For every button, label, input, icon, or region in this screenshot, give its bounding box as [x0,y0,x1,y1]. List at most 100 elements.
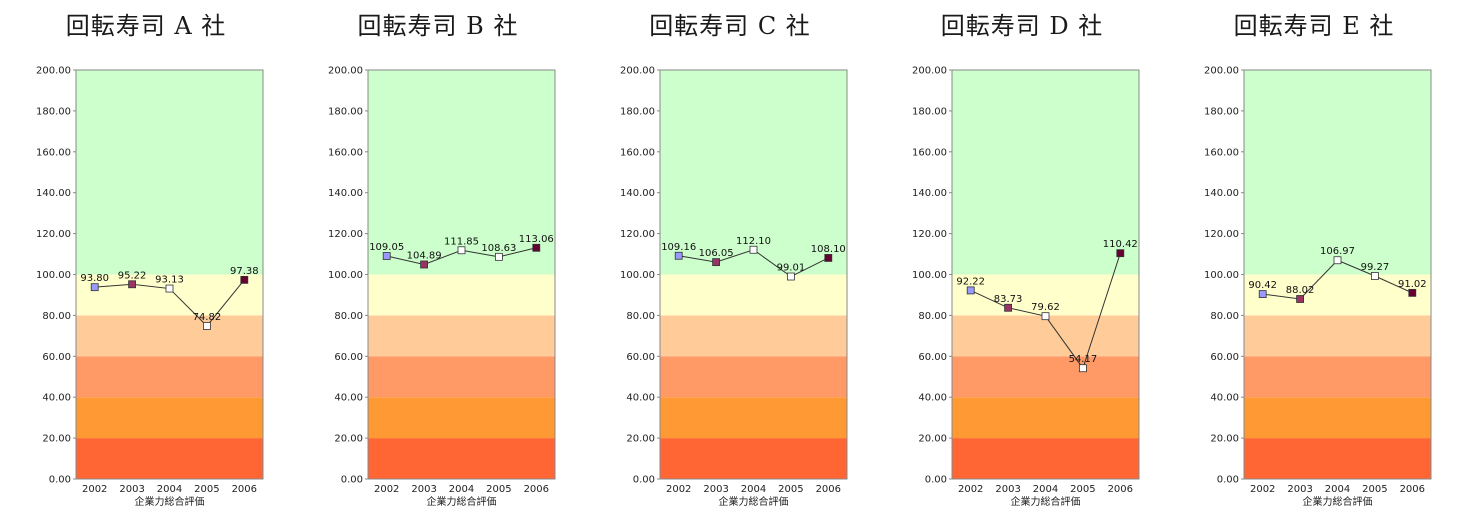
y-tick-label: 140.00 [1204,188,1239,199]
y-tick-label: 200.00 [328,66,363,77]
y-tick-label: 140.00 [912,188,947,199]
chart-title: 回転寿司 A 社 [65,12,227,40]
y-tick-label: 200.00 [620,66,655,77]
x-tick-label: 2004 [157,484,182,495]
y-tick-label: 20.00 [1210,434,1239,445]
y-tick-label: 120.00 [912,229,947,240]
y-tick-label: 100.00 [620,270,655,281]
data-point-marker [749,245,758,254]
y-tick-label: 120.00 [620,229,655,240]
data-label: 110.42 [1103,239,1138,250]
plot-band [660,397,847,439]
plot-band [952,315,1139,357]
y-tick-label: 140.00 [36,188,71,199]
y-tick-label: 80.00 [626,311,655,322]
data-label: 106.05 [699,248,734,259]
chart-panel: 回転寿司 E 社 0.00 20.00 40.00 60.00 80.00 100.00 12… [1168,0,1460,513]
plot-band [1244,315,1431,357]
y-tick-label: 0.00 [341,475,363,486]
data-label: 112.10 [736,236,771,247]
plot-band [76,397,263,439]
data-label: 106.97 [1320,246,1355,257]
x-tick-label: 2005 [778,484,803,495]
y-tick-label: 180.00 [1204,106,1239,117]
x-tick-label: 2004 [1033,484,1058,495]
data-point-marker [240,275,249,284]
data-label: 88.02 [1286,285,1315,296]
plot-band [368,70,555,275]
plot-band [952,438,1139,479]
y-tick-label: 140.00 [620,188,655,199]
plot-band [1244,274,1431,316]
y-tick-label: 120.00 [1204,229,1239,240]
data-label: 104.89 [407,250,442,261]
y-tick-label: 60.00 [42,352,71,363]
data-label: 109.05 [369,242,404,253]
x-tick-label: 2005 [194,484,219,495]
plot-band [952,274,1139,316]
x-tick-label: 2004 [1325,484,1350,495]
data-label: 90.42 [1248,280,1277,291]
data-point-marker [1078,364,1087,373]
data-label: 93.13 [155,275,184,286]
data-point-marker [202,322,211,330]
x-tick-label: 2005 [1362,484,1387,495]
plot-band [76,70,263,275]
data-label: 92.22 [956,276,985,287]
chart-title: 回転寿司 B 社 [357,12,519,40]
plot-band [660,356,847,398]
data-label: 95.22 [118,270,147,281]
plot-band [1244,397,1431,439]
data-label: 99.01 [777,263,806,274]
plot-band [368,356,555,398]
x-axis-label: 企業力総合評価 [1303,495,1373,508]
x-tick-label: 2002 [958,484,983,495]
x-tick-label: 2003 [703,484,728,495]
plot-band [368,438,555,479]
x-axis-label: 企業力総合評価 [427,495,497,508]
data-label: 108.63 [481,243,516,254]
y-tick-label: 200.00 [1204,66,1239,77]
chart-plot: 0.00 20.00 40.00 60.00 80.00 100.00 120.00 140.… [36,66,264,508]
x-axis-label: 企業力総合評価 [135,495,205,508]
data-point-marker [674,251,683,260]
x-tick-label: 2005 [486,484,511,495]
chart-title: 回転寿司 D 社 [940,12,1104,40]
y-tick-label: 200.00 [36,66,71,77]
plot-band [368,315,555,357]
data-point-marker [420,260,429,269]
chart-panel: 回転寿司 D 社 0.00 20.00 40.00 60.00 80.00 100.00 12… [876,0,1168,513]
y-tick-label: 0.00 [633,475,655,486]
plot-band [660,70,847,275]
data-label: 54.17 [1069,354,1098,365]
data-point-marker [786,272,795,281]
plot-band [1244,70,1431,275]
y-tick-label: 40.00 [42,393,71,404]
data-point-marker [1333,256,1342,265]
x-tick-label: 2002 [666,484,691,495]
x-tick-label: 2006 [524,484,549,495]
x-axis-label: 企業力総合評価 [719,495,789,508]
y-tick-label: 60.00 [626,352,655,363]
chart-title: 回転寿司 E 社 [1233,12,1395,40]
plot-band [660,438,847,479]
data-label: 109.16 [661,242,696,253]
x-tick-label: 2002 [374,484,399,495]
data-point-marker [494,252,503,261]
plot-band [368,397,555,439]
data-point-marker [457,246,466,255]
y-tick-label: 180.00 [912,106,947,117]
plot-band [1244,438,1431,479]
y-tick-label: 140.00 [328,188,363,199]
y-tick-label: 40.00 [1210,393,1239,404]
chart-plot: 0.00 20.00 40.00 60.00 80.00 100.00 120.00 140.… [328,66,556,508]
y-tick-label: 0.00 [49,475,71,486]
data-point-marker [966,286,975,295]
y-tick-label: 100.00 [912,270,947,281]
x-tick-label: 2006 [1108,484,1133,495]
data-point-marker [1296,295,1305,303]
y-tick-label: 60.00 [918,352,947,363]
plot-band [952,70,1139,275]
data-label: 79.62 [1031,302,1060,313]
data-label: 97.38 [230,266,259,277]
